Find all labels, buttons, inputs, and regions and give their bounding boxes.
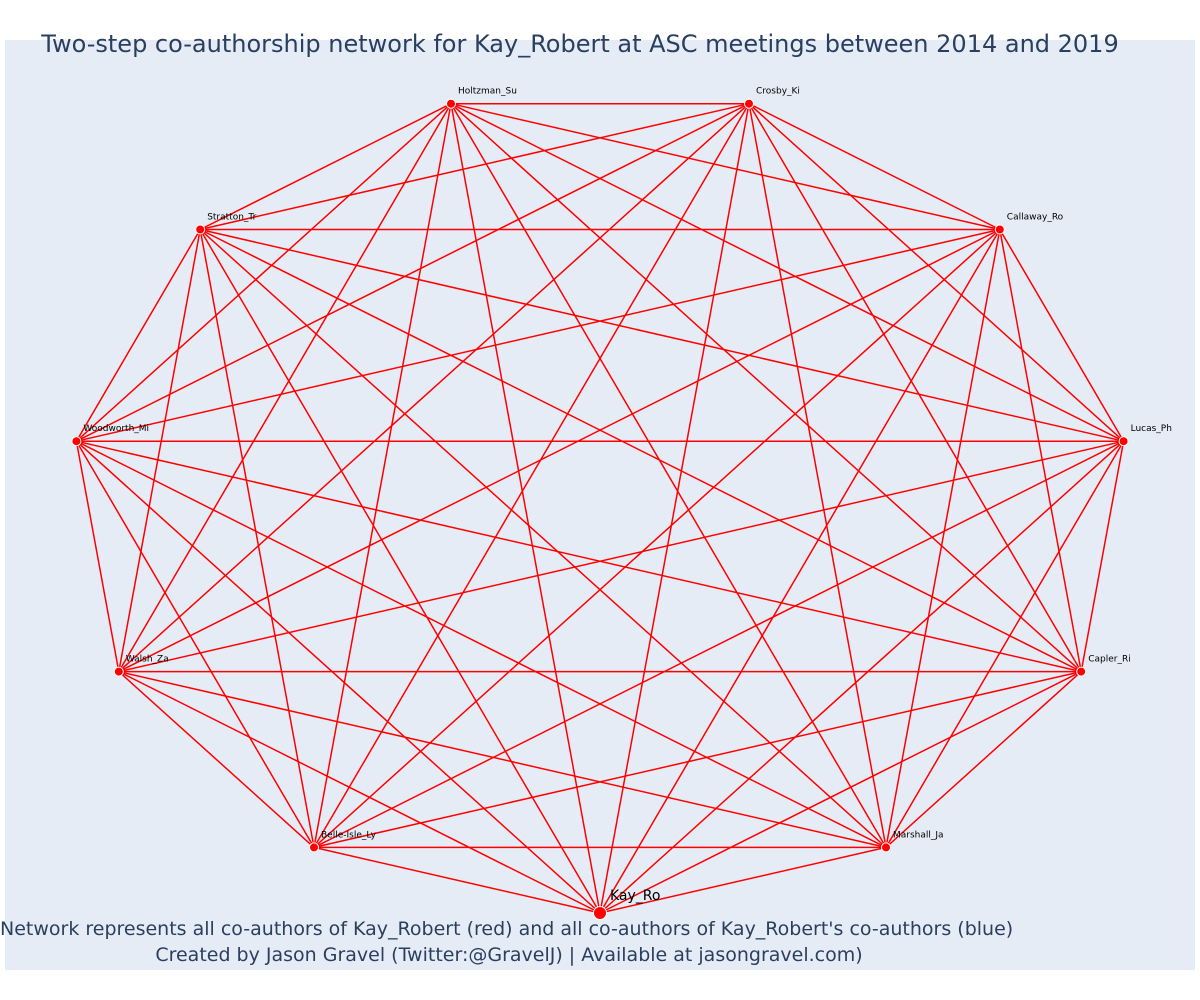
node-label-Capler_Ri: Capler_Ri — [1088, 655, 1131, 665]
node-Walsh_Za[interactable] — [113, 666, 124, 677]
edge-Crosby_Ki-Belle-Isle_Ly — [313, 103, 750, 848]
node-Belle-Isle_Ly[interactable] — [309, 842, 319, 853]
node-Kay_Ro[interactable] — [593, 906, 607, 920]
edge-Capler_Ri-Lucas_Ph — [1080, 441, 1125, 672]
edge-Capler_Ri-Holtzman_Su — [450, 103, 1082, 673]
edge-Marshall_Ja-Holtzman_Su — [450, 103, 887, 848]
edge-Capler_Ri-Callaway_Ro — [999, 229, 1082, 672]
node-Stratton_Tr[interactable] — [195, 224, 206, 235]
edge-Crosby_Ki-Stratton_Tr — [200, 102, 750, 231]
edge-Crosby_Ki-Walsh_Za — [118, 103, 750, 673]
edge-Walsh_Za-Belle-Isle_Ly — [118, 671, 315, 848]
edge-Marshall_Ja-Woodworth_Mi — [76, 440, 887, 849]
edge-Lucas_Ph-Callaway_Ro — [999, 229, 1125, 442]
node-Capler_Ri[interactable] — [1076, 666, 1087, 677]
labels-layer: Kay_Ro Marshall_Ja Capler_Ri Lucas_Ph Callaw… — [83, 87, 1172, 904]
node-label-Lucas_Ph: Lucas_Ph — [1131, 424, 1172, 434]
edge-Callaway_Ro-Walsh_Za — [118, 228, 1001, 673]
node-label-Holtzman_Su: Holtzman_Su — [458, 87, 517, 97]
edge-Kay_Ro-Lucas_Ph — [599, 440, 1125, 914]
caption-line-2: Created by Jason Gravel (Twitter:@Gravel… — [155, 944, 863, 966]
node-Crosby_Ki[interactable] — [744, 98, 754, 109]
edge-Kay_Ro-Woodworth_Mi — [75, 440, 601, 914]
edge-Marshall_Ja-Crosby_Ki — [748, 103, 887, 848]
chart-title: Two-step co-authorship network for Kay_R… — [41, 30, 1119, 58]
edge-Kay_Ro-Stratton_Tr — [199, 229, 601, 914]
node-label-Crosby_Ki: Crosby_Ki — [756, 87, 800, 97]
node-label-Walsh_Za: Walsh_Za — [126, 655, 169, 665]
edge-Kay_Ro-Belle-Isle_Ly — [313, 846, 601, 914]
edge-Kay_Ro-Walsh_Za — [118, 670, 601, 914]
edge-Callaway_Ro-Belle-Isle_Ly — [313, 228, 1001, 848]
node-Callaway_Ro[interactable] — [994, 224, 1005, 235]
edge-Lucas_Ph-Walsh_Za — [118, 440, 1124, 673]
caption-line-1: Network represents all co-authors of Kay… — [0, 918, 1014, 940]
edge-Kay_Ro-Marshall_Ja — [599, 846, 887, 914]
edge-Kay_Ro-Capler_Ri — [599, 670, 1082, 914]
edge-Stratton_Tr-Belle-Isle_Ly — [199, 229, 315, 848]
edge-Crosby_Ki-Woodworth_Mi — [76, 103, 750, 442]
edge-Marshall_Ja-Walsh_Za — [118, 670, 887, 849]
edge-Capler_Ri-Stratton_Tr — [199, 228, 1082, 673]
edge-Holtzman_Su-Woodworth_Mi — [75, 103, 452, 442]
node-label-Belle-Isle_Ly: Belle-Isle_Ly — [321, 830, 377, 840]
edges-layer — [75, 102, 1125, 914]
edge-Marshall_Ja-Capler_Ri — [885, 671, 1082, 848]
edge-Kay_Ro-Holtzman_Su — [450, 103, 601, 914]
edge-Lucas_Ph-Stratton_Tr — [200, 228, 1124, 442]
edge-Kay_Ro-Callaway_Ro — [599, 229, 1001, 914]
node-Holtzman_Su[interactable] — [446, 98, 456, 109]
edge-Callaway_Ro-Woodworth_Mi — [76, 228, 1000, 442]
edge-Callaway_Ro-Holtzman_Su — [450, 102, 1000, 231]
node-label-Woodworth_Mi: Woodworth_Mi — [83, 424, 149, 434]
edge-Capler_Ri-Woodworth_Mi — [76, 440, 1082, 673]
edge-Marshall_Ja-Callaway_Ro — [885, 229, 1001, 848]
edge-Holtzman_Su-Belle-Isle_Ly — [313, 103, 452, 848]
node-label-Marshall_Ja: Marshall_Ja — [893, 830, 944, 840]
edge-Kay_Ro-Crosby_Ki — [599, 103, 750, 914]
edge-Lucas_Ph-Crosby_Ki — [748, 103, 1125, 442]
edge-Holtzman_Su-Stratton_Tr — [199, 103, 452, 231]
edge-Capler_Ri-Crosby_Ki — [748, 103, 1082, 672]
node-Lucas_Ph[interactable] — [1118, 436, 1129, 447]
node-label-Kay_Ro: Kay_Ro — [610, 888, 660, 904]
edge-Callaway_Ro-Crosby_Ki — [748, 103, 1001, 231]
edge-Lucas_Ph-Holtzman_Su — [450, 103, 1124, 442]
node-label-Stratton_Tr: Stratton_Tr — [207, 213, 256, 223]
edge-Marshall_Ja-Lucas_Ph — [885, 440, 1125, 848]
edge-Stratton_Tr-Walsh_Za — [118, 229, 201, 672]
node-Woodworth_Mi[interactable] — [71, 436, 82, 447]
nodes-layer — [71, 98, 1129, 920]
edge-Woodworth_Mi-Walsh_Za — [75, 441, 120, 672]
edge-Lucas_Ph-Belle-Isle_Ly — [313, 440, 1124, 849]
edge-Stratton_Tr-Woodworth_Mi — [75, 229, 201, 442]
edge-Holtzman_Su-Walsh_Za — [118, 103, 452, 672]
node-Marshall_Ja[interactable] — [881, 842, 891, 853]
edge-Woodworth_Mi-Belle-Isle_Ly — [75, 440, 315, 848]
edge-Marshall_Ja-Stratton_Tr — [199, 228, 887, 848]
node-label-Callaway_Ro: Callaway_Ro — [1007, 213, 1064, 223]
edge-Capler_Ri-Belle-Isle_Ly — [313, 670, 1082, 849]
